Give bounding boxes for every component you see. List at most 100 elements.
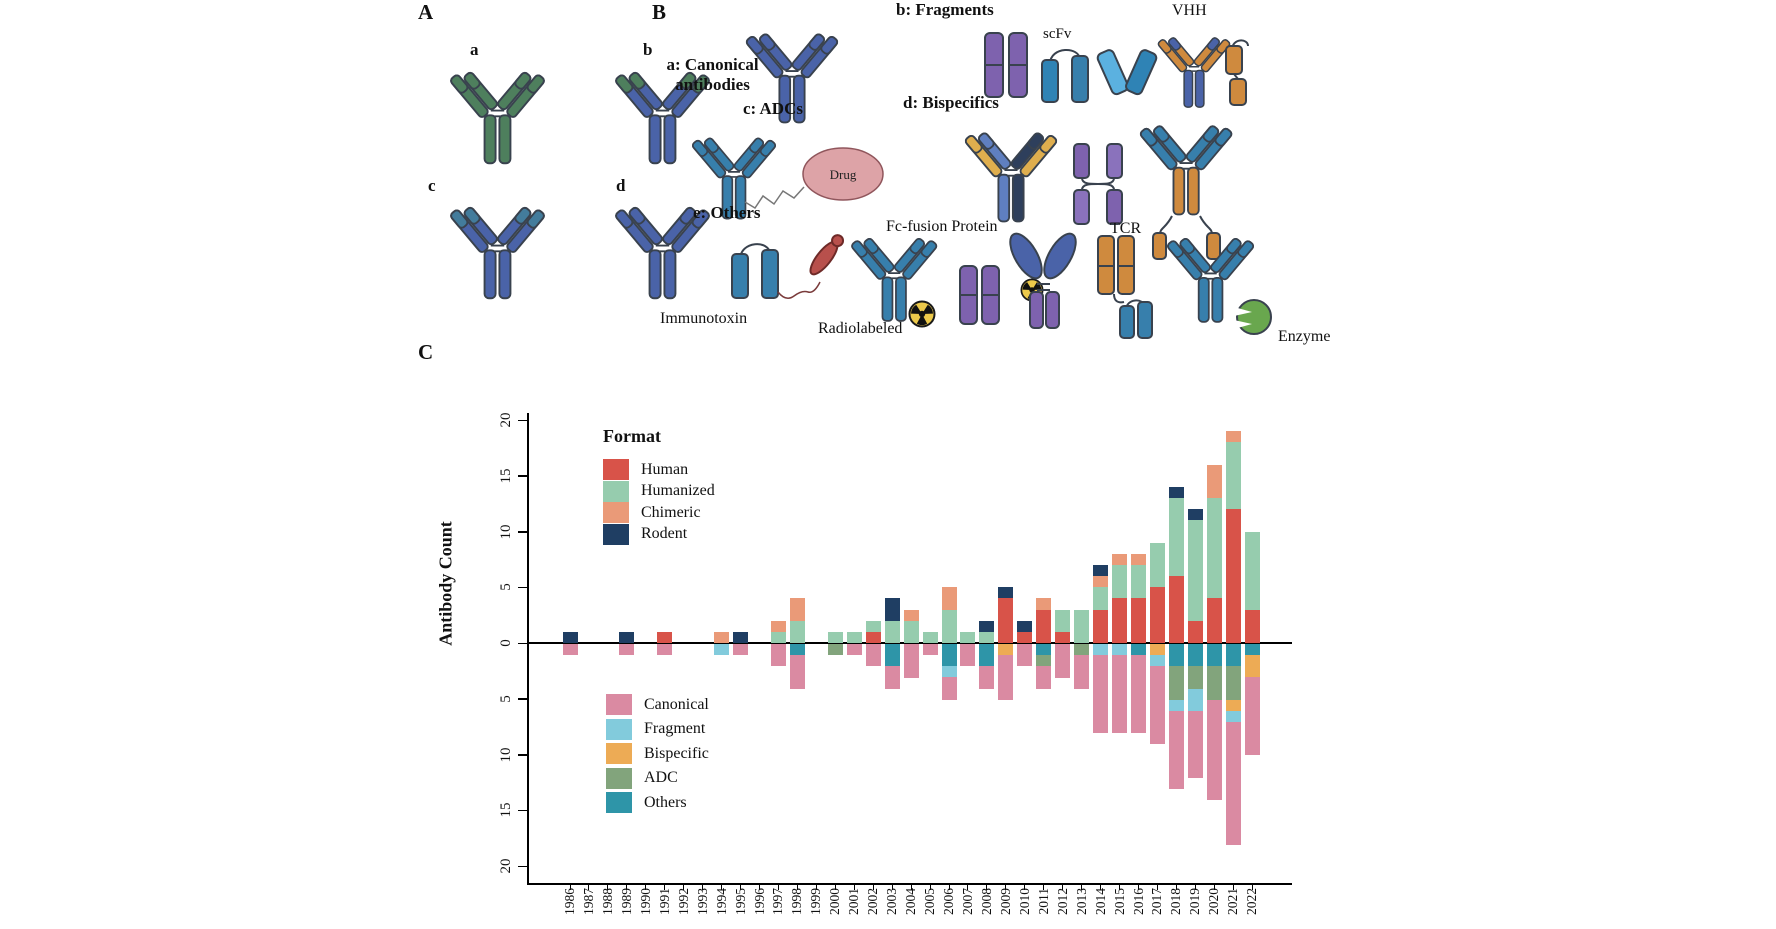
x-tick-label: 1995 bbox=[732, 888, 748, 915]
bar-segment-others bbox=[1225, 644, 1241, 667]
x-tick-label: 2012 bbox=[1054, 888, 1070, 915]
bar-segment-human bbox=[1112, 598, 1128, 643]
y-tick-label: 5 bbox=[498, 695, 514, 703]
bar-segment-canonical bbox=[979, 666, 995, 689]
y-tick-label: 20 bbox=[498, 858, 514, 874]
panel-a-item-label-b: b bbox=[643, 40, 653, 59]
adc-antibody-icon: Drug bbox=[690, 131, 884, 220]
bar-segment-fragment bbox=[1168, 699, 1184, 711]
legend-label-fragment: Fragment bbox=[644, 720, 706, 737]
bar-segment-canonical bbox=[1168, 710, 1184, 789]
bar-segment-canonical bbox=[846, 644, 862, 656]
y-tick-label: 10 bbox=[498, 747, 514, 762]
radiolabeled-fab-icon bbox=[959, 265, 1044, 325]
legend-row-human: Human bbox=[603, 459, 715, 480]
heading-bispecifics: d: Bispecifics bbox=[903, 93, 999, 112]
x-tick bbox=[948, 883, 950, 890]
x-tick-label: 1987 bbox=[580, 888, 596, 915]
x-tick-label: 2009 bbox=[997, 888, 1013, 915]
legend-swatch-adc bbox=[606, 767, 632, 789]
heading-adcs: c: ADCs bbox=[743, 99, 803, 118]
bar-segment-chimeric bbox=[903, 609, 919, 621]
x-tick bbox=[834, 883, 836, 890]
panel-a-item-label-c: c bbox=[428, 176, 436, 195]
tcr-label: TCR bbox=[1110, 220, 1142, 237]
legend-label-bispecific: Bispecific bbox=[644, 744, 709, 762]
bar-segment-canonical bbox=[1149, 666, 1165, 745]
bar-segment-chimeric bbox=[770, 620, 786, 632]
tcr-icon bbox=[1097, 235, 1153, 339]
x-tick bbox=[796, 883, 798, 890]
legend-label-humanized: Humanized bbox=[641, 482, 715, 499]
bar-segment-humanized bbox=[1093, 587, 1109, 610]
bar-segment-others bbox=[1206, 644, 1222, 667]
legend-swatch-humanized bbox=[603, 480, 629, 502]
x-tick-label: 1986 bbox=[562, 888, 577, 915]
bar-segment-human bbox=[1206, 598, 1222, 643]
bar-segment-canonical bbox=[1093, 655, 1109, 734]
y-tick-label: 15 bbox=[498, 468, 514, 484]
bar-segment-canonical bbox=[865, 644, 881, 667]
bar-segment-canonical bbox=[562, 644, 578, 656]
bar-segment-adc bbox=[1187, 666, 1203, 689]
y-tick-label: 0 bbox=[498, 639, 514, 647]
x-tick bbox=[569, 883, 571, 890]
type-legend: Canonical Fragment Bispecific ADC Others bbox=[606, 694, 709, 817]
bar-segment-humanized bbox=[903, 620, 919, 643]
bar-segment-human bbox=[1244, 609, 1260, 643]
x-tick bbox=[721, 883, 723, 890]
bar-segment-rodent bbox=[619, 631, 635, 644]
bar-segment-fragment bbox=[1112, 644, 1128, 656]
x-tick bbox=[1024, 883, 1026, 890]
bar-segment-adc bbox=[1074, 644, 1090, 656]
x-tick-label: 2018 bbox=[1168, 888, 1184, 915]
fv-fragment-icon bbox=[1096, 49, 1158, 96]
y-tick-label: 10 bbox=[498, 524, 514, 539]
enzyme-icon bbox=[1234, 299, 1272, 335]
bar-segment-human bbox=[1168, 576, 1184, 643]
bar-segment-human bbox=[1036, 609, 1052, 643]
x-tick-label: 2003 bbox=[884, 888, 900, 915]
x-tick bbox=[626, 883, 628, 890]
bar-segment-canonical bbox=[1225, 722, 1241, 845]
x-tick-label: 2013 bbox=[1073, 888, 1089, 915]
x-tick-label: 2001 bbox=[846, 888, 862, 915]
x-tick bbox=[588, 883, 590, 890]
bar-segment-humanized bbox=[770, 631, 786, 644]
bar-segment-others bbox=[1036, 644, 1052, 656]
bar-segment-others bbox=[789, 644, 805, 656]
type-legend-items: Canonical Fragment Bispecific ADC Others bbox=[606, 694, 709, 813]
x-tick bbox=[664, 883, 666, 890]
legend-label-others: Others bbox=[644, 793, 687, 811]
bar-segment-fragment bbox=[941, 666, 957, 678]
legend-swatch-fragment bbox=[606, 718, 632, 740]
bar-segment-chimeric bbox=[1093, 576, 1109, 588]
legend-row-adc: ADC bbox=[606, 767, 709, 789]
x-tick-label: 2020 bbox=[1206, 888, 1222, 915]
bar-segment-human bbox=[998, 598, 1014, 643]
y-tick bbox=[518, 642, 527, 644]
bar-segment-fragment bbox=[1187, 688, 1203, 711]
bar-segment-bispecific bbox=[1225, 699, 1241, 711]
x-tick bbox=[986, 883, 988, 890]
format-legend-items: Human Humanized Chimeric Rodent bbox=[603, 459, 715, 545]
legend-swatch-rodent bbox=[603, 523, 629, 545]
heading-fragments: b: Fragments bbox=[896, 0, 994, 19]
panel-a-item-label-d: d bbox=[616, 176, 626, 195]
bar-segment-fragment bbox=[1225, 710, 1241, 723]
bar-segment-canonical bbox=[1131, 655, 1146, 734]
x-tick bbox=[1175, 883, 1177, 890]
x-tick-label: 1992 bbox=[675, 888, 691, 915]
x-tick bbox=[1194, 883, 1196, 890]
diabody-icon bbox=[1073, 143, 1123, 225]
legend-swatch-canonical bbox=[606, 694, 632, 715]
y-tick bbox=[518, 809, 527, 812]
legend-label-chimeric: Chimeric bbox=[641, 503, 701, 521]
x-tick bbox=[1043, 883, 1045, 890]
bar-segment-humanized bbox=[960, 631, 976, 644]
x-tick bbox=[1119, 883, 1121, 890]
bar-segment-human bbox=[657, 631, 673, 644]
bar-segment-humanized bbox=[979, 631, 995, 644]
enzyme-label: Enzyme bbox=[1278, 328, 1331, 345]
bar-segment-human bbox=[1149, 587, 1165, 644]
